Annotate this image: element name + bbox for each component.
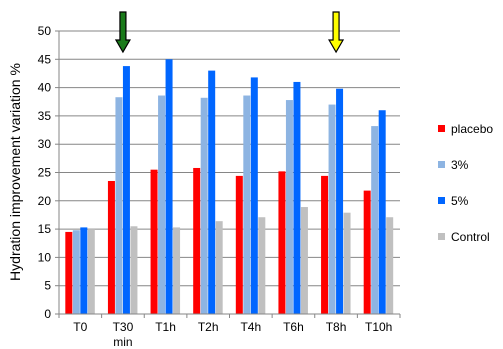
bar-3 [115,97,123,314]
bar-5 [208,70,216,315]
bar-control [215,221,223,314]
bar-5 [293,81,301,314]
x-tick-label: T0 [73,320,87,334]
bar-5 [378,110,386,315]
bar-control [258,217,266,314]
bar-5 [80,227,88,314]
bar-placebo [321,175,329,314]
x-tick-label: T8h [326,320,347,334]
annotation-arrow [114,11,131,54]
y-tick-label: 40 [38,81,52,95]
bar-5 [165,59,173,314]
bar-control [386,217,394,314]
y-tick-label: 15 [38,222,52,236]
x-tick-label: T30 [113,320,134,334]
x-tick-label: T1h [155,320,176,334]
legend-swatch [438,161,445,168]
bar-3 [72,230,80,314]
bar-3 [200,97,208,315]
bar-placebo [150,169,158,314]
x-tick-label: T2h [198,320,219,334]
y-tick-labels: 0 5 10 15 20 25 30 35 40 45 50 [38,24,52,321]
legend-label: Control [451,230,490,244]
bar-control [87,229,95,314]
bar-placebo [107,180,115,314]
y-tick-label: 10 [38,250,52,264]
bar-5 [122,66,130,314]
legend-swatch [438,125,445,132]
axes [58,31,401,318]
bar-3 [243,95,251,314]
y-tick-label: 20 [38,194,52,208]
legend-label: 5% [451,194,469,208]
bar-5 [250,77,258,314]
y-tick-label: 35 [38,109,52,123]
bar-3 [285,100,293,314]
bar-3 [371,126,379,314]
legend-swatch [438,233,445,240]
x-tick-label: T10h [365,320,392,334]
y-tick-label: 50 [38,24,52,38]
bar-placebo [193,167,201,314]
bar-control [173,227,181,314]
bar-placebo [363,190,371,314]
y-axis-label: Hydration improvement variation % [7,63,23,281]
bar-placebo [235,175,243,314]
legend-label: placebo [451,122,493,136]
bar-placebo [278,171,286,314]
bar-3 [158,95,166,314]
bar-control [300,207,308,314]
y-tick-label: 5 [44,279,51,293]
bar-5 [336,88,344,315]
y-tick-label: 45 [38,52,52,66]
x-tick-label: min [113,335,132,349]
y-tick-label: 30 [38,137,52,151]
x-tick-label: T4h [240,320,261,334]
bar-control [343,212,351,314]
bar-control [130,226,138,314]
y-tick-label: 0 [44,307,51,321]
annotation-arrows [114,11,345,54]
annotation-arrow [328,11,345,54]
bars [65,59,394,315]
bar-3 [328,104,336,314]
legend-swatch [438,197,445,204]
bar-placebo [65,231,73,314]
y-tick-label: 25 [38,166,52,180]
legend: placebo 3% 5% Control [438,122,493,244]
legend-label: 3% [451,158,469,172]
x-tick-label: T6h [283,320,304,334]
